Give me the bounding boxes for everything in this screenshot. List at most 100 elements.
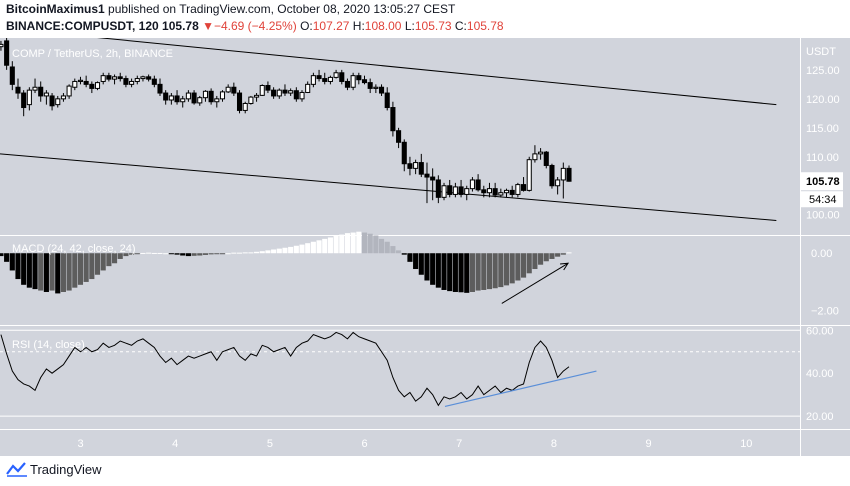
macd-histogram-bar (322, 238, 328, 254)
macd-histogram-bar (157, 252, 163, 254)
candle-body (123, 78, 129, 85)
candle-body (356, 75, 362, 81)
candle-down (509, 185, 515, 198)
candle-body (316, 75, 322, 80)
candle-body (350, 75, 356, 88)
candle-body (339, 72, 345, 82)
macd-histogram-bar (89, 253, 95, 280)
macd-histogram-bar (384, 241, 390, 254)
macd-histogram-bar (106, 253, 112, 267)
macd-histogram-bar (15, 253, 21, 280)
candle-down (396, 127, 402, 149)
candle-up (310, 72, 316, 88)
macd-histogram-bar (140, 252, 146, 254)
candle-body (299, 91, 305, 100)
candle-up (94, 81, 101, 91)
candle-up (185, 90, 191, 102)
candle-body (9, 66, 15, 85)
macd-histogram-bar (350, 232, 356, 254)
macd-histogram-bar (373, 235, 379, 254)
macd-histogram-bar (509, 253, 515, 284)
candle-body (367, 82, 373, 89)
macd-histogram-bar (129, 253, 135, 255)
candle-down (21, 90, 27, 117)
price-tick-label: 125.00 (806, 65, 840, 77)
candle-down (435, 175, 441, 204)
published-text: published on TradingView.com, October 08… (108, 2, 456, 16)
macd-histogram-bar (481, 253, 487, 290)
macd-histogram-bar (276, 248, 282, 254)
resistance-trendline (97, 38, 777, 106)
macd-histogram-bar (560, 253, 566, 255)
macd-histogram-bar (475, 253, 481, 291)
macd-histogram-bar (288, 246, 294, 254)
candle-body (66, 85, 72, 97)
macd-histogram-bar (390, 246, 396, 254)
candle-up (413, 159, 419, 175)
candle-down (543, 150, 549, 169)
candle-body (293, 90, 299, 100)
candle-down (208, 88, 214, 105)
candle-body (219, 91, 226, 100)
macd-pane[interactable] (0, 231, 572, 304)
candle-body (49, 95, 55, 107)
tradingview-logo-icon[interactable] (6, 460, 28, 478)
macd-histogram-bar (378, 238, 385, 254)
author-name[interactable]: BitcoinMaximus1 (6, 2, 105, 16)
candle-body (515, 184, 521, 195)
candle-body (310, 75, 316, 85)
candle-up (112, 74, 118, 85)
macd-pane-title: MACD (24, 42, close, 24) (12, 243, 136, 255)
macd-histogram-bar (339, 234, 345, 254)
macd-histogram-bar (424, 253, 430, 281)
price-pane[interactable] (0, 38, 777, 222)
footer: TradingView (0, 456, 850, 486)
symbol-label[interactable]: BINANCE:COMPUSDT, 120 (6, 19, 159, 33)
candle-up (532, 145, 538, 163)
candle-up (66, 84, 72, 99)
open-label: O: (300, 19, 313, 33)
candle-up (373, 84, 379, 94)
candle-down (83, 75, 89, 88)
candle-up (32, 78, 38, 94)
macd-histogram-bar (413, 253, 419, 270)
candle-body (401, 141, 407, 165)
candle-body (185, 92, 191, 100)
candle-down (521, 177, 527, 192)
candle-body (486, 188, 493, 194)
time-tick-label: 3 (77, 438, 83, 450)
candle-up (538, 148, 544, 160)
candle-body (373, 86, 379, 89)
candle-body (555, 179, 561, 187)
candle-body (447, 185, 453, 195)
candle-down (549, 163, 555, 189)
macd-histogram-bar (299, 244, 305, 254)
candle-up (248, 95, 254, 105)
candle-body (214, 98, 220, 103)
macd-histogram-bar (367, 233, 373, 254)
candle-down (174, 90, 180, 105)
price-tick-label: 120.00 (806, 94, 840, 106)
macd-histogram-bar (305, 243, 311, 254)
low-value: 105.73 (414, 19, 452, 33)
candle-down (146, 74, 152, 82)
candle-down (407, 156, 413, 176)
macd-histogram-bar (458, 253, 464, 293)
macd-histogram-bar (566, 252, 572, 254)
price-tick-label: 115.00 (806, 123, 839, 135)
candle-body (424, 173, 430, 178)
candle-down (151, 75, 157, 88)
macd-histogram-bar (49, 253, 55, 291)
candle-up (276, 88, 282, 99)
chart-area[interactable]: 125.00120.00115.00110.00100.00105.7854:3… (0, 38, 850, 456)
rsi-pane[interactable] (0, 329, 800, 417)
axes: 125.00120.00115.00110.00100.00105.7854:3… (77, 65, 843, 450)
candle-body (134, 78, 140, 82)
price-axis-unit: USDT (806, 46, 836, 58)
candle-down (123, 75, 129, 88)
candle-down (367, 78, 373, 94)
candle-down (163, 90, 169, 105)
candle-body (413, 162, 419, 169)
tradingview-brand[interactable]: TradingView (30, 462, 102, 477)
candle-down (566, 165, 572, 182)
